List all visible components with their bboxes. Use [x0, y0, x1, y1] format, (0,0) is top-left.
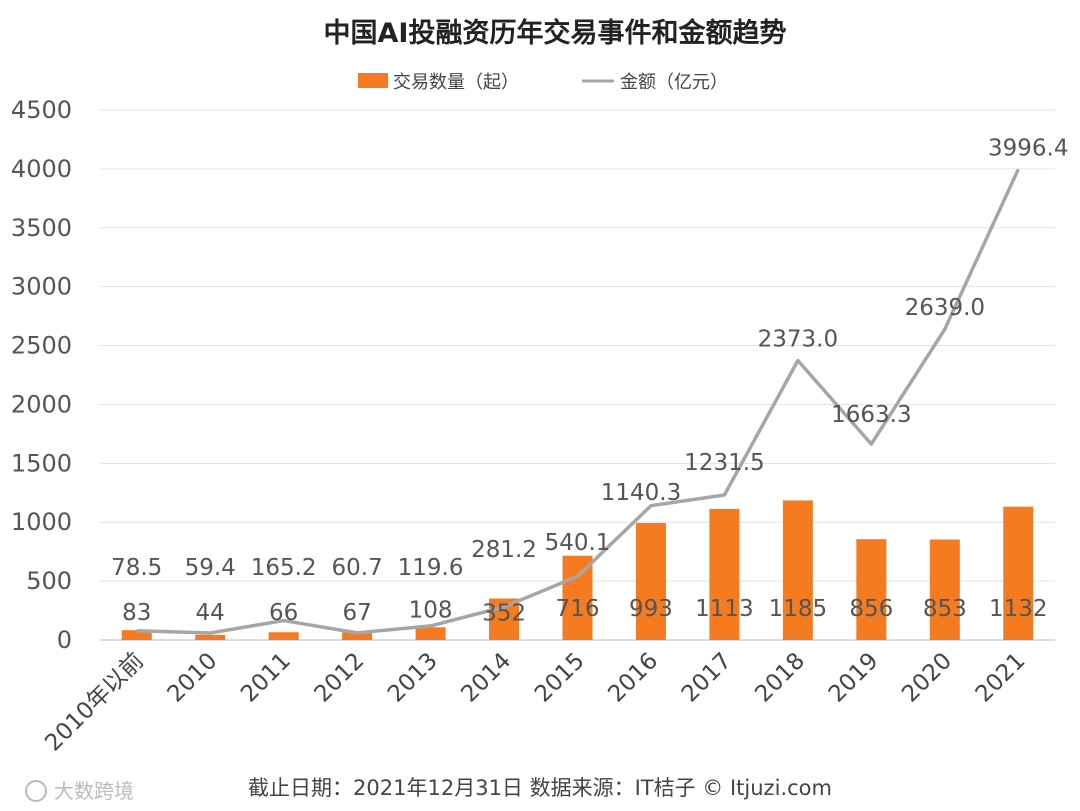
watermark-text: 大数跨境: [54, 779, 134, 803]
line-data-label: 1140.3: [601, 480, 681, 506]
x-tick-label: 2010: [163, 648, 223, 708]
y-tick-label: 3000: [11, 273, 72, 301]
bar-data-label: 853: [923, 596, 967, 622]
bar-data-label: 44: [196, 600, 225, 626]
bar: [562, 555, 593, 640]
bar: [268, 632, 299, 640]
bar-data-label: 66: [269, 600, 298, 626]
watermark-logo-icon: [25, 780, 47, 802]
x-tick-label: 2012: [310, 648, 370, 708]
bar-data-label: 716: [556, 596, 600, 622]
x-tick-label: 2010年以前: [40, 648, 149, 757]
line-data-label: 60.7: [332, 555, 383, 581]
bar: [121, 630, 152, 640]
bar: [415, 627, 446, 640]
bar-data-label: 1132: [989, 596, 1048, 622]
y-tick-label: 1000: [11, 508, 72, 536]
line-data-label: 59.4: [185, 555, 236, 581]
bar: [856, 539, 887, 640]
bar-data-label: 1185: [769, 596, 828, 622]
line-labels: 78.5 59.4 165.2 60.7 119.6 281.2 540.1 1140.312…: [111, 135, 1068, 581]
line-data-label: 2373.0: [758, 327, 838, 353]
y-tick-label: 4000: [11, 155, 72, 183]
bar-data-label: 67: [342, 600, 371, 626]
y-tick-label: 2500: [11, 332, 72, 360]
y-tick-label: 0: [57, 626, 72, 654]
x-tick-label: 2019: [824, 648, 884, 708]
x-tick-label: 2016: [603, 648, 663, 708]
bar-data-label: 83: [122, 600, 151, 626]
y-tick-label: 1500: [11, 449, 72, 477]
bar: [635, 523, 666, 640]
chart-title: 中国AI投融资历年交易事件和金额趋势: [324, 17, 787, 49]
line-data-label: 1663.3: [831, 402, 911, 428]
legend: 交易数量（起） 金额（亿元）: [358, 72, 728, 93]
x-tick-label: 2011: [236, 648, 296, 708]
bar: [195, 634, 226, 640]
bar: [929, 539, 960, 640]
line-data-label: 3996.4: [988, 135, 1068, 161]
y-axis: 0 500 1000 1500 2000 2500 3000 3500 4000 4500: [11, 96, 1055, 654]
x-axis: 2010年以前 2010 2011 2012 2013 2014 2015 2016 2017 2…: [40, 648, 1030, 757]
x-tick-label: 2014: [456, 648, 516, 708]
line-data-label: 165.2: [251, 555, 317, 581]
line-data-label: 281.2: [471, 537, 537, 563]
legend-swatch-bar: [358, 73, 388, 88]
y-tick-label: 3500: [11, 214, 72, 242]
amount-line: [136, 168, 1020, 635]
y-tick-label: 2000: [11, 390, 72, 418]
bars: [121, 500, 1034, 640]
bar: [709, 508, 740, 640]
line-data-label: 2639.0: [905, 295, 985, 321]
x-tick-label: 2021: [971, 648, 1031, 708]
bar-data-label: 108: [409, 597, 453, 623]
legend-label-count: 交易数量（起）: [393, 72, 519, 93]
bar-data-label: 993: [629, 596, 673, 622]
bar-data-label: 1113: [695, 596, 754, 622]
bar: [342, 632, 373, 640]
x-tick-label: 2015: [530, 648, 590, 708]
bar: [782, 500, 813, 640]
bar-data-label: 856: [849, 596, 893, 622]
y-tick-label: 500: [26, 567, 72, 595]
line-data-label: 540.1: [545, 530, 611, 556]
bar-data-label: 352: [482, 601, 526, 627]
line-data-label: 119.6: [398, 555, 464, 581]
x-tick-label: 2013: [383, 648, 443, 708]
bar: [1003, 506, 1034, 640]
footer-note: 截止日期：2021年12月31日 数据来源：IT桔子 © Itjuzi.com: [248, 776, 832, 800]
watermark: 大数跨境: [25, 779, 134, 803]
line-data-label: 1231.5: [684, 450, 764, 476]
line-data-label: 78.5: [111, 555, 162, 581]
bar-labels: 83 44 66 67 108 352 716 993 1113 1185 856 853 1132: [122, 596, 1047, 627]
legend-label-amount: 金额（亿元）: [620, 72, 728, 93]
x-tick-label: 2020: [897, 648, 957, 708]
y-tick-label: 4500: [11, 96, 72, 124]
x-tick-label: 2018: [750, 648, 810, 708]
x-tick-label: 2017: [677, 648, 737, 708]
